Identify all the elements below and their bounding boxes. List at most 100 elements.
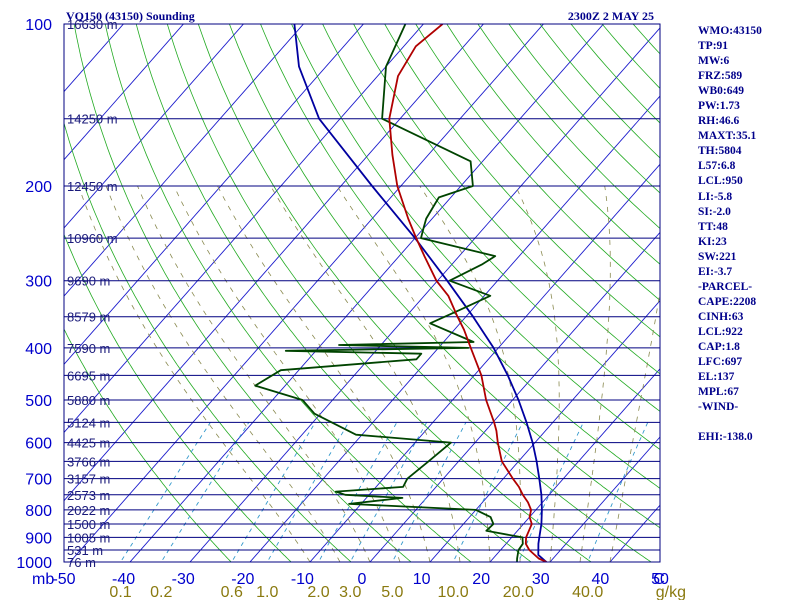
dry-adiabat-line: [197, 24, 652, 562]
sounding-index: SI:-2.0: [698, 205, 731, 218]
height-label: 12450 m: [67, 179, 118, 194]
height-label: 7590 m: [67, 341, 110, 356]
moist-adiabat-line: [105, 185, 341, 562]
mixing-ratio-line: [119, 422, 211, 562]
moist-adiabat-line: [515, 185, 560, 562]
pressure-tick-label: 800: [25, 503, 52, 520]
temperature-tick-label: 40: [592, 571, 610, 588]
temperature-tick-label: 50: [651, 571, 669, 588]
sounding-index: KI:23: [698, 235, 727, 248]
height-label: 76 m: [67, 555, 96, 570]
chart-title-right: 2300Z 2 MAY 25: [568, 9, 654, 23]
sounding-index: EI:-3.7: [698, 265, 733, 278]
isotherm-line: [64, 24, 305, 297]
dry-adiabat-line: [291, 24, 660, 451]
sounding-index: LI:-5.8: [698, 190, 733, 203]
height-label: 10960 m: [67, 231, 118, 246]
pressure-tick-label: 1000: [16, 555, 52, 572]
height-label: 9690 m: [67, 274, 110, 289]
mixing-ratio-label: 5.0: [381, 584, 403, 600]
mixing-ratio-label: 3.0: [339, 584, 361, 600]
mixing-ratio-unit: g/kg: [656, 584, 686, 600]
sounding-profiles: [254, 24, 547, 562]
height-label: 3766 m: [67, 454, 110, 469]
height-label: 14250 m: [67, 112, 118, 127]
dry-adiabat-line: [384, 24, 660, 338]
sounding-index: CAP:1.8: [698, 340, 740, 353]
temperature-tick-label: -50: [52, 571, 75, 588]
height-label: 2022 m: [67, 503, 110, 518]
height-label: 4425 m: [67, 436, 110, 451]
height-label: 3157 m: [67, 472, 110, 487]
isotherm-line: [64, 24, 185, 161]
pressure-tick-label: 200: [25, 179, 52, 196]
sounding-index: -PARCEL-: [698, 280, 753, 293]
height-label: 1500 m: [67, 517, 110, 532]
sounding-index: WB0:649: [698, 85, 744, 98]
isotherm-line: [64, 24, 365, 365]
isotherm-line: [309, 163, 660, 562]
pressure-tick-label: 100: [25, 17, 52, 34]
dry-adiabat-line: [135, 24, 532, 562]
mixing-ratio-line: [317, 422, 398, 562]
dry-adiabat-line: [322, 24, 660, 412]
isotherm-line: [189, 27, 660, 562]
temperature-axis-unit: C: [653, 571, 665, 588]
height-label: 5880 m: [67, 393, 110, 408]
isotherm-line: [64, 24, 65, 25]
pressure-axis-unit: mb: [32, 571, 54, 588]
sounding-index: EL:137: [698, 371, 735, 384]
temperature-tick-label: 30: [532, 571, 550, 588]
dry-adiabat-line: [64, 121, 352, 562]
sounding-index: MAXT:35.1: [698, 130, 757, 143]
temperature-tick-label: -20: [231, 571, 254, 588]
temperature-tick-label: 20: [472, 571, 490, 588]
sounding-index: WMO:43150: [698, 25, 762, 37]
dry-adiabat-line: [353, 24, 660, 375]
isotherm-line: [64, 24, 425, 434]
mixing-ratio-line: [160, 422, 250, 562]
sounding-index: L57:6.8: [698, 160, 736, 173]
temperature-tick-label: 10: [413, 571, 431, 588]
dry-adiabat-line: [64, 233, 292, 562]
height-label: 5124 m: [67, 415, 110, 430]
pressure-tick-label: 700: [25, 472, 52, 489]
plot-frame: [63, 23, 661, 563]
mixing-ratio-label: 40.0: [572, 584, 603, 600]
moist-adiabat-line: [579, 185, 611, 562]
dry-adiabat-line: [104, 24, 472, 562]
mixing-ratio-label: 20.0: [503, 584, 534, 600]
dry-adiabat-line: [446, 24, 660, 265]
isotherm-line: [369, 231, 660, 562]
mixing-ratio-label: 0.1: [109, 584, 131, 600]
temperature-tick-label: -30: [172, 571, 195, 588]
parcel-trace: [293, 24, 547, 562]
dry-adiabat-line: [415, 24, 660, 301]
sounding-index: FRZ:589: [698, 70, 743, 83]
dewpoint-trace: [254, 24, 524, 562]
mixing-ratio-label: 0.6: [221, 584, 243, 600]
moist-adiabat-line: [609, 289, 660, 562]
mixing-ratio-line: [587, 422, 649, 562]
dry-adiabat-line: [166, 24, 592, 562]
sounding-index: EHI:-138.0: [698, 431, 753, 444]
mixing-ratio-label: 2.0: [307, 584, 329, 600]
temperature-tick-label: 0: [358, 571, 367, 588]
sounding-index: CAPE:2208: [698, 295, 757, 308]
sounding-index: LCL:922: [698, 325, 743, 338]
sounding-index: LCL:950: [698, 175, 743, 188]
sounding-index: [698, 415, 798, 430]
pressure-tick-label: 300: [25, 274, 52, 291]
chart-grid: [0, 12, 660, 573]
mixing-ratio-label: 10.0: [438, 584, 469, 600]
pressure-tick-label: 500: [25, 393, 52, 410]
dry-adiabat-line: [64, 328, 232, 562]
mixing-ratio-line: [517, 422, 584, 562]
isotherm-line: [0, 12, 14, 573]
moist-adiabat-line: [270, 185, 461, 562]
sounding-index: TP:91: [698, 40, 729, 53]
isotherm-line: [129, 24, 605, 562]
moist-adiabat-line: [137, 185, 371, 562]
